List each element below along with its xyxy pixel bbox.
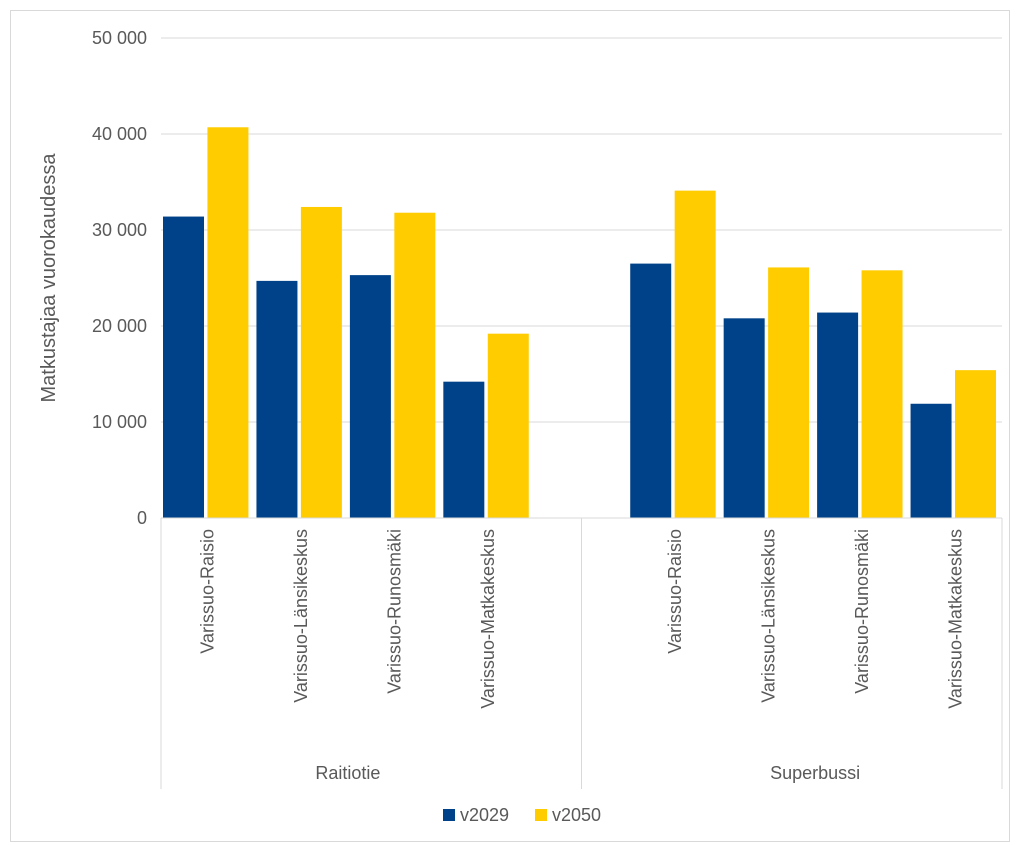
bar-v2050: [955, 370, 996, 518]
group-label: Superbussi: [770, 763, 860, 783]
category-label: Varissuo-Matkakeskus: [945, 529, 965, 709]
legend-swatch-v2050: [535, 809, 547, 821]
bar-v2050: [861, 270, 903, 518]
bar-v2050: [300, 206, 342, 518]
bar-v2029: [630, 263, 672, 518]
bar-v2050: [394, 212, 436, 518]
bar-v2050: [207, 127, 249, 518]
category-label: Varissuo-Raisio: [198, 529, 218, 654]
y-tick-label: 40 000: [92, 124, 147, 144]
bar-v2029: [910, 403, 952, 518]
bar-v2029: [349, 275, 391, 518]
y-tick-label: 20 000: [92, 316, 147, 336]
bar-v2029: [817, 312, 859, 518]
category-label: Varissuo-Matkakeskus: [478, 529, 498, 709]
legend-label-v2050: v2050: [552, 805, 601, 825]
legend-swatch-v2029: [443, 809, 455, 821]
category-label: Varissuo-Runosmäki: [385, 529, 405, 694]
bar-v2050: [768, 267, 810, 518]
category-label: Varissuo-Raisio: [665, 529, 685, 654]
y-tick-label: 30 000: [92, 220, 147, 240]
bar-v2050: [487, 333, 529, 518]
category-label: Varissuo-Länsikeskus: [291, 529, 311, 703]
bar-v2029: [256, 280, 298, 518]
category-label: Varissuo-Länsikeskus: [758, 529, 778, 703]
y-axis-title: Matkustajaa vuorokaudessa: [38, 153, 60, 403]
bar-v2029: [723, 318, 765, 518]
category-label: Varissuo-Runosmäki: [852, 529, 872, 694]
bar-v2029: [443, 381, 485, 518]
bar-chart: 0 10 000 20 000 30 000 40 000 50 000 Matkustaj…: [38, 28, 1003, 825]
y-tick-label: 10 000: [92, 412, 147, 432]
bar-v2029: [163, 216, 204, 518]
bar-v2050: [674, 190, 716, 518]
group-label: Raitiotie: [315, 763, 380, 783]
y-tick-label: 0: [137, 508, 147, 528]
y-tick-label: 50 000: [92, 28, 147, 48]
chart-frame: 0 10 000 20 000 30 000 40 000 50 000 Matkustaj…: [10, 10, 1010, 842]
legend-label-v2029: v2029: [460, 805, 509, 825]
